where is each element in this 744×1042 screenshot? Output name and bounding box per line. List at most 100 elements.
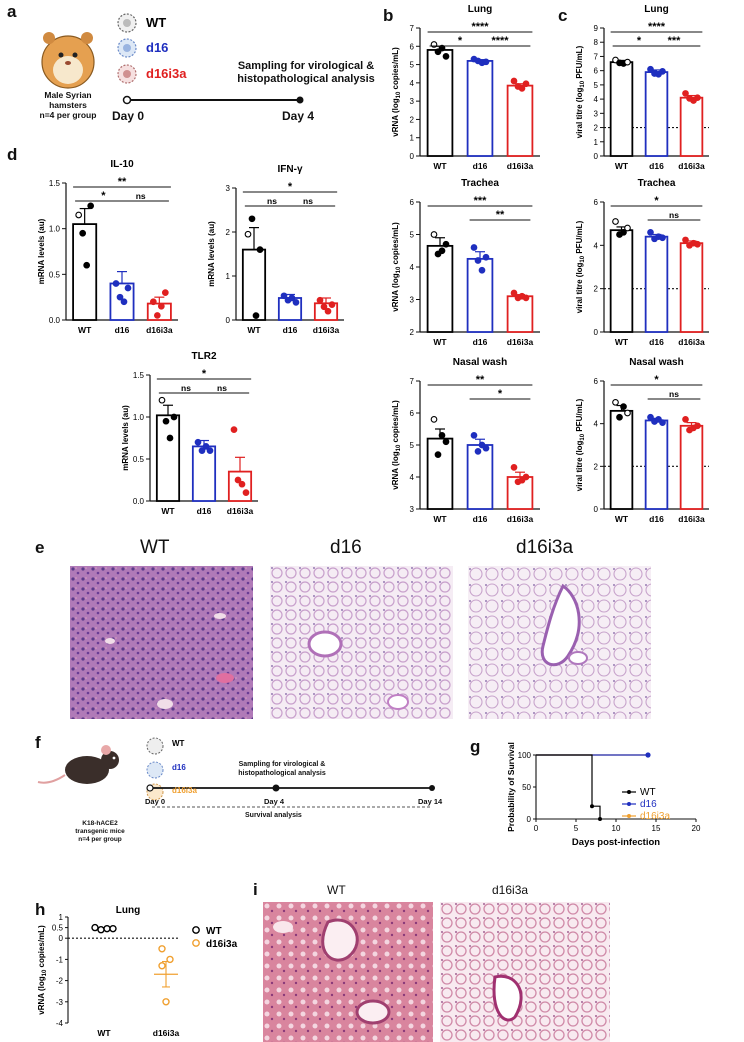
y-tick-label: 4 xyxy=(410,79,415,88)
chart-title: Trachea xyxy=(461,178,499,189)
data-point xyxy=(158,396,166,404)
panel-letter-g: g xyxy=(470,737,481,756)
data-point xyxy=(694,422,701,430)
significance-label: ns xyxy=(669,210,679,220)
chart-title: IL-10 xyxy=(110,159,134,170)
y-tick-label: 2 xyxy=(594,124,599,133)
data-point xyxy=(522,80,530,88)
significance-label: ns xyxy=(136,191,146,201)
survival-endpoint-d16 xyxy=(645,752,651,758)
x-tick-label: d16i3a xyxy=(507,161,534,171)
significance-label: **** xyxy=(648,21,666,33)
data-point xyxy=(647,413,654,421)
panel-a-schematic xyxy=(41,13,304,105)
data-point xyxy=(474,448,482,455)
x-tick-label: WT xyxy=(615,514,629,524)
y-axis-label: mRNA levels (au) xyxy=(121,405,130,471)
x-tick-label: d16 xyxy=(473,337,488,347)
data-point xyxy=(87,202,95,210)
panel-f-schematic xyxy=(37,737,435,808)
y-tick-label: 4 xyxy=(594,420,599,429)
y-tick-label: 1.5 xyxy=(49,179,61,188)
legend-marker xyxy=(627,814,631,818)
data-point xyxy=(442,52,450,60)
x-tick-label: d16 xyxy=(649,514,664,524)
data-point xyxy=(624,224,631,232)
panel-letter-d: d xyxy=(7,145,18,164)
y-tick-label: 6 xyxy=(594,198,599,207)
x-tick-label: WT xyxy=(433,337,447,347)
group-label-d16: d16 xyxy=(146,40,169,55)
significance-label: * xyxy=(654,195,659,207)
sampling-text: Sampling for virological & histopatholog… xyxy=(237,60,375,85)
histology-i-label-wt: WT xyxy=(327,883,346,897)
legend-marker xyxy=(627,802,631,806)
significance-label: * xyxy=(654,374,659,386)
data-point xyxy=(206,447,214,454)
data-point xyxy=(112,280,120,287)
x-tick-label: 15 xyxy=(652,824,661,833)
x-tick-label: WT xyxy=(97,1028,111,1038)
x-tick-label: WT xyxy=(615,161,629,171)
data-point xyxy=(474,257,482,264)
data-point xyxy=(647,228,654,236)
significance-label: ns xyxy=(181,383,191,393)
mouse-group-d16i3a: d16i3a xyxy=(172,786,197,795)
data-point xyxy=(510,464,518,471)
data-point xyxy=(522,473,530,481)
legend-marker xyxy=(627,790,631,794)
panel-letter-h: h xyxy=(35,900,46,919)
x-tick-label: 5 xyxy=(574,824,579,833)
data-point xyxy=(470,244,478,251)
y-tick-label: 5 xyxy=(410,231,415,240)
data-point xyxy=(252,312,260,319)
data-point xyxy=(620,228,627,236)
x-axis-label: Days post-infection xyxy=(572,837,660,848)
group-label-wt: WT xyxy=(146,15,167,30)
y-tick-label: 0 xyxy=(594,328,599,337)
data-point xyxy=(124,284,132,292)
y-tick-label: 2 xyxy=(410,328,415,337)
data-point xyxy=(442,438,450,446)
y-axis-label: vRNA (log10 copies/mL) xyxy=(391,47,402,137)
timeline-end-dot xyxy=(296,96,304,104)
data-point xyxy=(659,68,666,75)
data-point xyxy=(659,419,666,426)
survival-point-wt xyxy=(598,817,602,821)
mouse-day0-label: Day 0 xyxy=(145,797,166,806)
data-point xyxy=(620,403,627,410)
data-point xyxy=(170,413,178,421)
y-tick-label: 5 xyxy=(410,441,415,450)
x-tick-label: d16i3a xyxy=(313,325,340,335)
y-tick-label: 5 xyxy=(410,61,415,70)
data-point xyxy=(694,240,701,248)
y-tick-label: 6 xyxy=(594,67,599,76)
legend-label: d16i3a xyxy=(640,811,670,822)
x-tick-label: 10 xyxy=(612,824,621,833)
legend-label: d16i3a xyxy=(206,939,238,950)
chart-title: Trachea xyxy=(638,178,676,189)
y-tick-label: 0 xyxy=(527,815,532,824)
panel-letter-b: b xyxy=(383,6,394,25)
y-tick-label: 0 xyxy=(226,316,231,325)
mouse-day14-label: Day 14 xyxy=(418,797,443,806)
panel-letter-f: f xyxy=(35,733,41,752)
significance-label: * xyxy=(288,181,293,193)
x-tick-label: d16 xyxy=(473,514,488,524)
y-tick-label: 0 xyxy=(410,152,415,161)
significance-label: ** xyxy=(118,176,127,188)
data-point xyxy=(612,398,619,406)
y-tick-label: 2 xyxy=(410,115,415,124)
significance-label: *** xyxy=(474,195,488,207)
data-point xyxy=(482,253,490,261)
significance-label: ** xyxy=(476,374,485,386)
data-point xyxy=(624,58,631,66)
data-point xyxy=(682,90,689,97)
y-tick-label: 1.5 xyxy=(133,371,145,380)
